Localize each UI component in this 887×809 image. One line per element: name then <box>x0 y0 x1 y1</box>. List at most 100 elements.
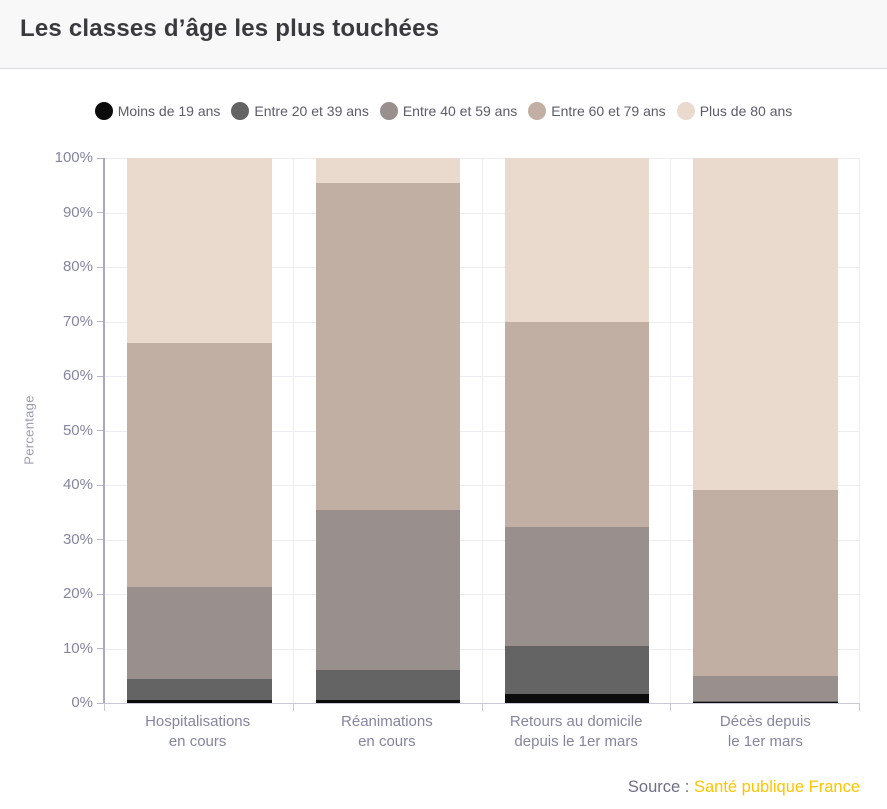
gridline-horizontal <box>105 267 860 268</box>
y-tick-label: 30% <box>62 530 93 548</box>
gridline-horizontal <box>105 539 860 541</box>
x-axis-tick <box>481 703 483 711</box>
y-tick-label: 20% <box>62 585 93 602</box>
gridline-vertical <box>670 158 672 703</box>
bar-segment[interactable] <box>504 158 650 322</box>
legend-swatch-icon <box>231 102 250 120</box>
legend-item-label: Entre 60 et 79 ans <box>551 103 666 119</box>
gridline-vertical <box>292 158 294 703</box>
page-title: Les classes d’âge les plus touchées <box>20 15 440 42</box>
bar-segment[interactable] <box>127 587 272 680</box>
y-tick-label: 70% <box>62 312 93 330</box>
y-tick-mark <box>97 375 103 377</box>
y-axis-title: Percentage <box>21 395 37 465</box>
x-axis-label-line: Retours au domicile <box>509 713 643 730</box>
y-tick-mark <box>97 539 103 540</box>
y-tick-mark <box>97 430 103 431</box>
bar-segment[interactable] <box>693 675 838 701</box>
y-tick-label: 40% <box>62 476 93 493</box>
bar-column <box>671 158 860 703</box>
legend-swatch-icon <box>94 102 113 120</box>
legend-swatch-icon <box>528 102 547 120</box>
y-tick-mark <box>97 212 103 213</box>
y-axis-ticks: 0% 10% 20% 30% 40% 50% 60% 70% 80% 90% 100% <box>38 149 103 711</box>
y-tick-mark <box>97 266 103 268</box>
y-tick-mark <box>97 702 103 704</box>
x-axis-label: Décès depuis le 1er mars <box>671 712 860 752</box>
bar-segment[interactable] <box>504 321 650 527</box>
source-line: Source : Santé publique France <box>628 778 860 797</box>
legend-item-5: Plus de 80 ans <box>676 102 793 120</box>
x-axis-label: Retours au domicile depuis le 1er mars <box>482 712 671 752</box>
legend-item-1: Moins de 19 ans <box>94 102 221 120</box>
y-tick-label: 10% <box>62 639 93 657</box>
bar-segment[interactable] <box>693 700 838 703</box>
gridline-horizontal <box>105 430 860 432</box>
x-axis-label-line: en cours <box>168 733 227 750</box>
legend-item-3: Entre 40 et 59 ans <box>379 102 518 120</box>
bar-segment[interactable] <box>315 700 461 703</box>
gridline-vertical <box>481 158 483 703</box>
bar-segment[interactable] <box>693 702 838 703</box>
x-axis-label-line: Hospitalisations <box>145 713 251 730</box>
legend-item-4: Entre 60 et 79 ans <box>528 102 666 120</box>
plot-area <box>103 158 860 711</box>
bar-column <box>483 158 672 703</box>
bar-segment[interactable] <box>315 670 461 701</box>
stacked-bar <box>504 158 650 703</box>
bar-segment[interactable] <box>504 646 650 694</box>
source-prefix: Source : <box>627 778 690 796</box>
bar-segment[interactable] <box>693 490 838 676</box>
x-axis-label-line: le 1er mars <box>727 733 803 750</box>
source-link[interactable]: Santé publique France <box>693 778 860 796</box>
bar-segment[interactable] <box>127 679 272 701</box>
bar-segment[interactable] <box>693 158 838 491</box>
gridline-horizontal <box>105 376 860 377</box>
legend-item-label: Entre 20 et 39 ans <box>254 103 369 119</box>
legend-item-label: Plus de 80 ans <box>699 103 793 119</box>
bar-segment[interactable] <box>504 527 650 647</box>
bar-segment[interactable] <box>127 158 272 343</box>
x-axis-label-line: depuis le 1er mars <box>514 733 638 750</box>
y-tick-mark <box>97 321 103 322</box>
y-tick-label: 0% <box>71 694 93 711</box>
header: Les classes d’âge les plus touchées <box>0 0 887 69</box>
legend-swatch-icon <box>379 102 398 120</box>
stacked-bar <box>693 158 838 703</box>
bar-column <box>294 158 483 703</box>
y-tick-mark <box>97 648 103 649</box>
bar-segment[interactable] <box>127 342 272 588</box>
x-axis-label-line: Réanimations <box>341 713 433 730</box>
legend: Moins de 19 ans Entre 20 et 39 ans Entre 4… <box>0 102 887 120</box>
x-axis-label-line: Décès depuis <box>719 713 811 730</box>
y-tick-mark <box>97 157 103 159</box>
bar-segment[interactable] <box>504 693 650 703</box>
x-axis-tick <box>859 703 860 711</box>
y-tick-label: 90% <box>62 203 93 221</box>
y-tick-label: 100% <box>54 149 93 166</box>
legend-item-label: Moins de 19 ans <box>117 103 221 119</box>
stacked-bar <box>315 158 461 703</box>
legend-swatch-icon <box>676 102 695 120</box>
bar-segment[interactable] <box>315 158 461 183</box>
bar-segment[interactable] <box>127 700 272 703</box>
x-axis-tick <box>104 703 105 711</box>
y-tick-mark <box>97 484 103 486</box>
bar-columns <box>105 158 860 703</box>
gridline-vertical <box>859 158 860 703</box>
x-axis-label: Réanimations en cours <box>292 712 481 752</box>
bar-segment[interactable] <box>315 182 461 511</box>
y-tick-mark <box>97 593 103 595</box>
bar-segment[interactable] <box>315 510 461 671</box>
legend-item-2: Entre 20 et 39 ans <box>231 102 369 120</box>
legend-item-label: Entre 40 et 59 ans <box>402 103 518 119</box>
x-axis-label: Hospitalisations en cours <box>103 712 292 752</box>
gridline-horizontal <box>105 212 860 214</box>
x-axis-label-line: en cours <box>358 733 416 750</box>
x-axis-tick <box>670 703 672 711</box>
gridline-horizontal <box>105 648 860 650</box>
bar-column <box>105 158 294 703</box>
x-axis-labels: Hospitalisations en cours Réanimations en c… <box>103 712 860 752</box>
y-tick-label: 60% <box>62 367 93 384</box>
gridline-horizontal <box>105 321 860 323</box>
